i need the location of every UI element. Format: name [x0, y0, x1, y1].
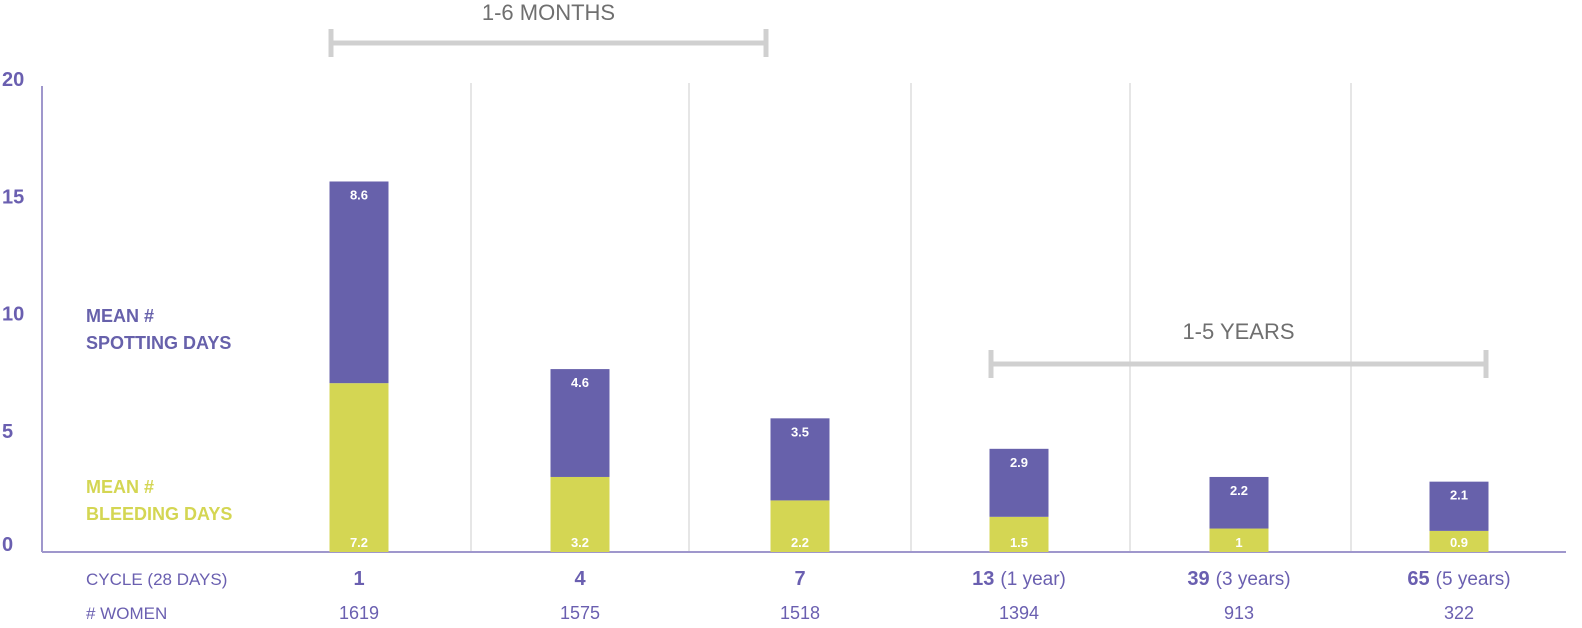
bar-spotting [989, 448, 1049, 517]
bar-spotting [770, 418, 830, 501]
y-tick-label: 15 [2, 186, 24, 208]
bar-spotting [1209, 476, 1269, 529]
data-label-spotting: 2.1 [1450, 488, 1468, 503]
legend: MEAN # SPOTTING DAYS MEAN # BLEEDING DAYS [86, 306, 232, 524]
y-tick-label: 5 [2, 421, 13, 443]
bars: 7.2 8.6 3.2 4.6 2.2 3.5 1.5 2.9 1 2.2 0.9 2.1 [329, 181, 1489, 552]
data-label-spotting: 4.6 [571, 375, 589, 390]
cycle-row-label: CYCLE (28 DAYS) [86, 570, 227, 589]
women-count-label: 1518 [780, 603, 820, 623]
data-label-bleeding: 7.2 [350, 535, 368, 550]
bar-bleeding [329, 383, 389, 552]
bar-spotting [550, 369, 610, 477]
bar-bleeding [770, 500, 830, 552]
x-category-label: 4 [574, 568, 586, 590]
y-tick-label: 0 [2, 534, 13, 556]
y-tick-label: 10 [2, 304, 24, 326]
y-tick-labels: 0 5 10 15 20 [2, 69, 24, 556]
gridlines [470, 83, 1352, 552]
bar-bleeding [1209, 528, 1269, 552]
data-label-bleeding: 1.5 [1010, 535, 1028, 550]
data-label-spotting: 8.6 [350, 187, 368, 202]
legend-entry: MEAN # [86, 306, 154, 326]
bar-spotting [329, 181, 389, 384]
bracket-label: 1-5 YEARS [1182, 319, 1294, 344]
period-brackets: 1-6 MONTHS 1-5 YEARS [328, 0, 1489, 378]
x-category-labels: 1 1619 4 1575 7 1518 13 (1 year) 1394 39 (3 years)… [339, 568, 1511, 623]
bracket-label: 1-6 MONTHS [482, 0, 615, 25]
x-category-label: 1 [353, 568, 364, 590]
bar-bleeding [989, 516, 1049, 552]
x-category-label: 65 (5 years) [1407, 568, 1510, 590]
bar-spotting [1429, 481, 1489, 531]
data-label-bleeding: 3.2 [571, 535, 589, 550]
women-count-label: 1394 [999, 603, 1039, 623]
x-category-label: 39 (3 years) [1187, 568, 1290, 590]
x-category-label: 13 (1 year) [972, 568, 1066, 590]
data-label-spotting: 2.2 [1230, 483, 1248, 498]
row-labels: CYCLE (28 DAYS) # WOMEN [86, 570, 227, 623]
y-tick-label: 20 [2, 69, 24, 91]
data-label-bleeding: 0.9 [1450, 535, 1468, 550]
bar-bleeding [1429, 530, 1489, 552]
x-category-label: 7 [794, 568, 805, 590]
women-count-label: 322 [1444, 603, 1474, 623]
women-row-label: # WOMEN [86, 604, 167, 623]
legend-entry: BLEEDING DAYS [86, 504, 232, 524]
women-count-label: 913 [1224, 603, 1254, 623]
legend-entry: SPOTTING DAYS [86, 333, 231, 353]
data-label-bleeding: 1 [1235, 535, 1242, 550]
data-label-spotting: 2.9 [1010, 455, 1028, 470]
data-label-spotting: 3.5 [791, 424, 809, 439]
women-count-label: 1575 [560, 603, 600, 623]
women-count-label: 1619 [339, 603, 379, 623]
bar-bleeding [550, 476, 610, 552]
data-label-bleeding: 2.2 [791, 535, 809, 550]
legend-entry: MEAN # [86, 477, 154, 497]
